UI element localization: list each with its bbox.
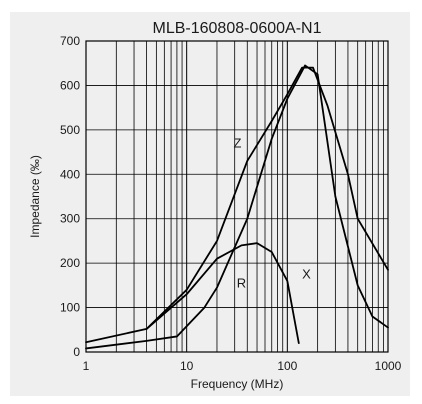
x-tick-label: 1000 xyxy=(375,359,402,373)
series-line-x xyxy=(85,64,389,350)
chart-title: MLB-160808-0600A-N1 xyxy=(153,20,322,37)
x-tick-label: 1 xyxy=(83,359,90,373)
y-tick-label: 100 xyxy=(60,301,80,315)
y-tick-label: 0 xyxy=(73,345,80,359)
y-tick-label: 700 xyxy=(60,34,80,48)
y-tick-label: 500 xyxy=(60,123,80,137)
y-tick-label: 400 xyxy=(60,167,80,181)
x-tick-label: 10 xyxy=(180,359,194,373)
plot-frame xyxy=(85,40,389,353)
series-label-x: X xyxy=(302,267,311,282)
y-tick-label: 300 xyxy=(60,212,80,226)
y-tick-label: 200 xyxy=(60,256,80,270)
tick-layer: 1 10 100 1000 0 100 200 300 400 500 600 700 xyxy=(60,34,402,373)
y-tick-label: 600 xyxy=(60,78,80,92)
series-line-z xyxy=(85,66,389,344)
series-label-z: Z xyxy=(234,136,242,151)
x-tick-label: 100 xyxy=(277,359,297,373)
y-axis-label: Impedance (‰) xyxy=(28,155,42,238)
grid-layer xyxy=(85,40,389,353)
chart-panel: 1 10 100 1000 0 100 200 300 400 500 600 700 MLB-160… xyxy=(10,12,410,396)
x-axis-label: Frequency (MHz) xyxy=(191,377,284,391)
series-line-r xyxy=(145,242,300,345)
series-layer xyxy=(85,64,389,350)
impedance-chart: 1 10 100 1000 0 100 200 300 400 500 600 700 MLB-160… xyxy=(28,20,402,391)
series-label-r: R xyxy=(237,276,246,291)
